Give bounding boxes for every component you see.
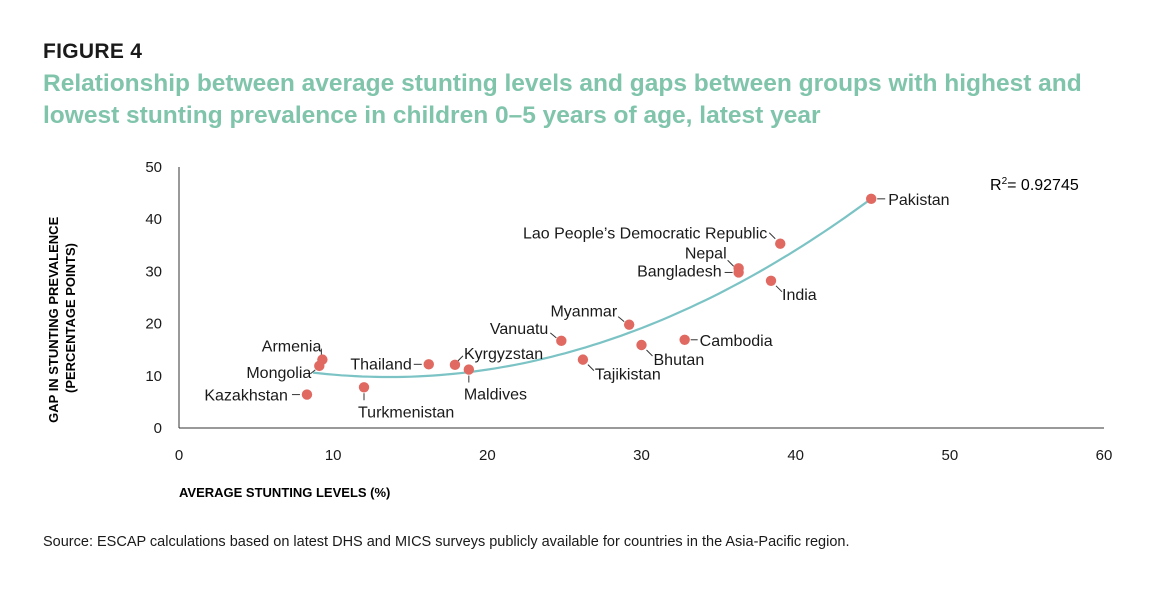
data-point-myanmar <box>623 319 635 330</box>
leader-line-india <box>775 285 783 293</box>
leader-lines <box>291 198 886 401</box>
x-tick-label: 40 <box>787 447 804 464</box>
y-tick-label: 0 <box>154 420 162 437</box>
y-axis-label-line-1: GAP IN STUNTING PREVALENCE <box>46 216 61 422</box>
leader-line-myanmar <box>617 316 625 323</box>
data-point-bangladesh <box>733 267 744 278</box>
point-label-turkmenistan: Turkmenistan <box>358 404 454 421</box>
x-tick-label: 20 <box>479 447 496 464</box>
tick-labels: 0 10 20 30 40 50 60 0 10 20 30 40 50 <box>145 159 1112 464</box>
data-point-bhutan <box>636 339 647 351</box>
data-point-kazakhstan <box>301 389 313 400</box>
point-label-mongolia: Mongolia <box>246 365 311 382</box>
figure-label: FIGURE 4 <box>43 40 143 63</box>
x-axis-label: AVERAGE STUNTING LEVELS (%) <box>179 485 390 500</box>
data-point-vanuatu <box>556 335 567 347</box>
y-tick-label: 20 <box>145 316 162 333</box>
axes <box>178 167 1104 429</box>
point-label-tajikistan: Tajikistan <box>595 367 661 384</box>
point-label-armenia: Armenia <box>262 339 322 356</box>
data-point-kyrgyzstan <box>449 359 461 371</box>
source-note: Source: ESCAP calculations based on late… <box>43 534 850 550</box>
data-point-mongolia <box>314 360 325 372</box>
data-point-cambodia <box>679 334 690 345</box>
data-points <box>301 193 877 400</box>
y-axis-label-line-2: (PERCENTAGE POINTS) <box>63 243 78 393</box>
leader-line-tajikistan <box>587 364 595 371</box>
leader-line-bhutan <box>646 349 653 357</box>
leader-line-mongolia <box>309 369 316 375</box>
trendline <box>312 196 874 379</box>
point-label-india: India <box>782 287 817 304</box>
x-tick-label: 30 <box>633 447 650 464</box>
y-axis-label: GAP IN STUNTING PREVALENCE (PERCENTAGE P… <box>46 213 78 423</box>
r-squared-value: = 0.92745 <box>1007 177 1079 194</box>
point-label-bhutan: Bhutan <box>654 352 705 369</box>
point-labels: Pakistan Lao People’s Democratic Republic… <box>204 192 949 421</box>
r-squared-sup: 2 <box>1002 176 1008 187</box>
leader-line-nepal <box>727 259 734 267</box>
y-tick-label: 40 <box>145 211 162 228</box>
point-label-bangladesh: Bangladesh <box>637 263 722 280</box>
trendline-group <box>312 196 874 379</box>
point-label-cambodia: Cambodia <box>700 333 773 350</box>
point-label-lao-people-s-democratic-republic: Lao People’s Democratic Republic <box>523 226 767 243</box>
point-label-maldives: Maldives <box>464 387 527 404</box>
x-tick-label: 0 <box>175 447 183 464</box>
leader-line-kyrgyzstan <box>457 355 464 362</box>
y-tick-label: 50 <box>145 159 162 176</box>
r-squared-prefix: R <box>990 177 1002 194</box>
point-label-pakistan: Pakistan <box>888 192 949 209</box>
leader-line-vanuatu <box>550 332 557 339</box>
data-point-lao-people-s-democratic-republic <box>775 238 786 249</box>
x-tick-label: 50 <box>941 447 958 464</box>
x-tick-label: 10 <box>325 447 342 464</box>
point-label-nepal: Nepal <box>685 245 727 262</box>
y-tick-label: 10 <box>145 368 162 385</box>
figure-title: Relationship between average stunting le… <box>43 70 1082 129</box>
x-tick-label: 60 <box>1096 447 1113 464</box>
point-label-kyrgyzstan: Kyrgyzstan <box>464 346 543 363</box>
point-label-vanuatu: Vanuatu <box>490 321 548 338</box>
data-point-tajikistan <box>577 354 589 365</box>
point-label-thailand: Thailand <box>350 356 411 373</box>
data-point-pakistan <box>866 193 877 205</box>
scatter-chart: 0 10 20 30 40 50 60 0 10 20 30 40 50 Pakistan Lao Peo… <box>46 159 1112 500</box>
point-label-kazakhstan: Kazakhstan <box>204 388 288 405</box>
r-squared-annotation: R2= 0.92745 <box>990 176 1079 194</box>
data-point-thailand <box>423 359 434 370</box>
point-label-myanmar: Myanmar <box>550 304 617 321</box>
data-point-maldives <box>463 364 475 375</box>
data-point-india <box>765 275 777 286</box>
leader-line-lao-people-s-democratic-republic <box>768 232 776 240</box>
y-tick-label: 30 <box>145 263 162 280</box>
data-point-turkmenistan <box>358 382 370 393</box>
